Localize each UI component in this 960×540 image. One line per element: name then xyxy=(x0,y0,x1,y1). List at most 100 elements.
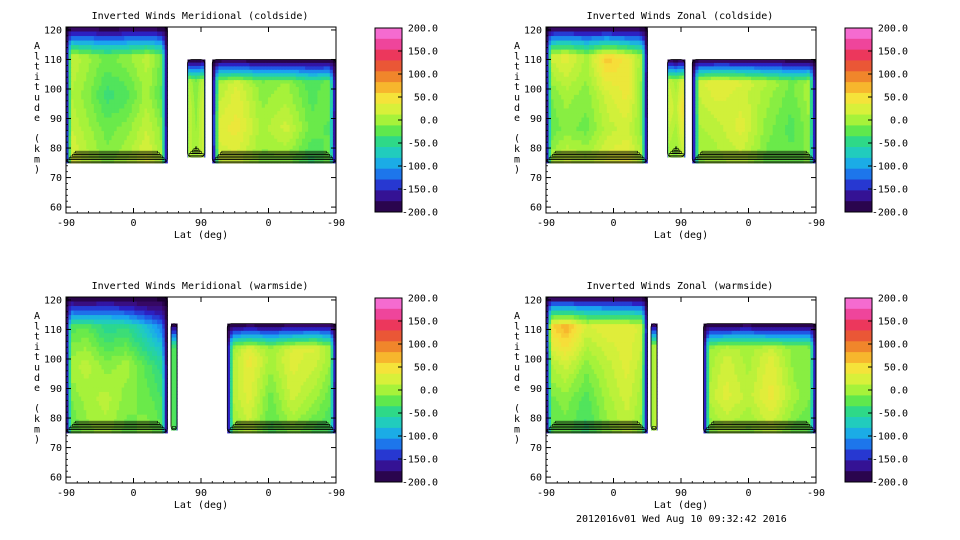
segment-boundary xyxy=(546,27,648,164)
contour-cell xyxy=(298,107,303,112)
contour-cell xyxy=(147,131,151,137)
contour-cell xyxy=(261,138,266,143)
contour-field xyxy=(546,27,816,164)
contour-cell xyxy=(292,135,297,140)
contour-cell xyxy=(243,114,247,119)
contour-cell xyxy=(246,73,250,78)
contour-cell xyxy=(71,85,75,91)
contour-cell xyxy=(295,104,300,109)
contour-cell xyxy=(629,99,633,105)
contour-cell xyxy=(586,90,590,96)
contour-cell xyxy=(611,108,615,114)
contour-cell xyxy=(642,36,646,42)
contour-cell xyxy=(164,153,168,159)
contour-cell xyxy=(601,94,605,101)
contour-cell xyxy=(154,103,158,110)
contour-cell xyxy=(121,126,125,132)
contour-cell xyxy=(601,72,605,78)
contour-cell xyxy=(134,140,138,146)
contour-cell xyxy=(323,145,328,150)
contour-cell xyxy=(576,72,580,78)
contour-cell xyxy=(255,100,260,105)
contour-cell xyxy=(292,93,297,98)
contour-cell xyxy=(86,149,90,155)
contour-cell xyxy=(551,58,555,64)
contour-cell xyxy=(583,135,588,141)
contour-cell xyxy=(121,158,125,164)
contour-cell xyxy=(301,80,306,85)
contour-cell xyxy=(134,36,138,42)
contour-cell xyxy=(614,40,618,46)
contour-cell xyxy=(571,103,575,110)
contour-cell xyxy=(157,49,161,55)
contour-cell xyxy=(93,31,97,37)
contour-cell xyxy=(576,94,580,101)
contour-cell xyxy=(271,93,275,98)
contour-cell xyxy=(317,66,322,71)
contour-cell xyxy=(68,72,72,78)
contour-cell xyxy=(88,67,92,73)
panel-title: Inverted Winds Meridional (coldside) xyxy=(92,11,309,22)
contour-cell xyxy=(298,104,303,109)
contour-cell xyxy=(298,83,303,88)
contour-cell xyxy=(139,45,143,51)
contour-cell xyxy=(317,87,322,92)
contour-cell xyxy=(76,40,80,46)
contour-cell xyxy=(215,83,220,88)
contour-cell xyxy=(566,135,570,141)
contour-cell xyxy=(124,122,128,128)
contour-cell xyxy=(224,107,229,112)
contour-cell xyxy=(624,31,628,37)
contour-cell xyxy=(116,27,120,33)
contour-cell xyxy=(271,80,275,85)
contour-cell xyxy=(642,49,646,55)
contour-cell xyxy=(561,67,565,73)
contour-cell xyxy=(109,94,113,101)
contour-cell xyxy=(274,145,278,150)
contour-cell xyxy=(157,40,161,46)
contour-cell xyxy=(68,81,72,87)
contour-cell xyxy=(305,97,309,102)
contour-cell xyxy=(164,99,168,105)
contour-cell xyxy=(548,54,552,60)
contour-cell xyxy=(157,54,161,60)
contour-cell xyxy=(139,149,143,155)
contour-cell xyxy=(227,76,232,81)
contour-cell xyxy=(619,90,623,96)
contour-cell xyxy=(551,144,555,150)
contour-cell xyxy=(578,131,583,137)
contour-cell xyxy=(157,135,161,141)
contour-cell xyxy=(98,54,103,60)
contour-cell xyxy=(581,36,585,42)
contour-cell xyxy=(614,103,618,110)
contour-cell xyxy=(561,63,565,69)
contour-cell xyxy=(594,81,598,87)
contour-cell xyxy=(317,135,322,140)
contour-cell xyxy=(204,59,206,64)
contour-cell xyxy=(116,36,120,42)
contour-cell xyxy=(218,73,223,78)
contour-cell xyxy=(274,138,278,143)
contour-cell xyxy=(583,94,588,101)
contour-cell xyxy=(586,94,590,101)
contour-cell xyxy=(141,131,146,137)
contour-cell xyxy=(233,59,238,64)
contour-cell xyxy=(131,126,135,132)
contour-cell xyxy=(637,27,641,33)
contour-cell xyxy=(119,45,123,51)
contour-cell xyxy=(98,85,103,91)
contour-cell xyxy=(86,72,90,78)
contour-cell xyxy=(621,135,626,141)
contour-cell xyxy=(134,85,138,91)
contour-cell xyxy=(280,97,284,102)
contour-cell xyxy=(66,81,70,87)
contour-cell xyxy=(644,113,648,119)
contour-cell xyxy=(147,140,151,146)
contour-cell xyxy=(566,126,570,132)
contour-cell xyxy=(101,158,105,164)
contour-cell xyxy=(326,100,331,105)
contour-cell xyxy=(152,140,156,146)
contour-cell xyxy=(563,108,567,114)
contour-cell xyxy=(568,158,572,164)
contour-cell xyxy=(323,138,328,143)
